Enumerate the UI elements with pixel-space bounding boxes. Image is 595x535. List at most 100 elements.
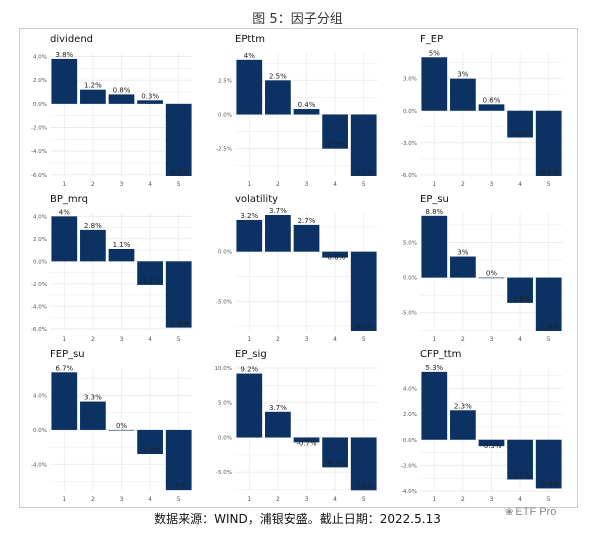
y-tick-label: 2.0%	[33, 78, 47, 84]
x-tick-label: 3	[305, 181, 309, 188]
x-tick-label: 4	[518, 496, 522, 503]
y-tick-label: 5.0%	[218, 401, 232, 407]
data-label: 0.8%	[113, 86, 131, 94]
x-tick-label: 4	[333, 181, 337, 188]
panel-title: CFP_ttm	[420, 349, 461, 360]
y-tick-label: -2.0%	[31, 282, 47, 288]
data-label: -3.8%	[539, 480, 560, 488]
bar	[51, 58, 78, 104]
data-label: -8.0%	[354, 323, 375, 331]
panel-title: volatility	[235, 194, 278, 205]
data-label: 8.8%	[425, 208, 443, 216]
x-tick-label: 2	[91, 336, 95, 343]
bar	[535, 277, 562, 331]
data-label: 3%	[457, 249, 468, 257]
data-label: 4%	[59, 208, 70, 216]
source-note: 数据来源：WIND，浦银安盛。截止日期：2022.5.13	[154, 512, 441, 526]
y-tick-label: 4.0%	[33, 394, 47, 400]
bar	[293, 224, 320, 252]
y-tick-label: -2.0%	[401, 463, 417, 469]
y-tick-label: 2.5%	[218, 78, 232, 84]
y-tick-label: -3.0%	[401, 141, 417, 147]
bar	[80, 89, 106, 104]
y-tick-label: 4.0%	[33, 214, 47, 220]
x-tick-label: 1	[62, 496, 66, 503]
wechat-icon: ❀	[505, 507, 514, 518]
bar	[165, 429, 192, 491]
x-tick-label: 2	[276, 496, 280, 503]
x-tick-label: 3	[490, 181, 494, 188]
data-label: 3.2%	[240, 212, 258, 220]
x-tick-label: 2	[276, 336, 280, 343]
y-tick-label: -6.0%	[31, 327, 47, 333]
panel-title: FEP_su	[50, 349, 85, 360]
bar	[322, 437, 348, 468]
x-tick-label: 5	[362, 496, 366, 503]
bar	[421, 57, 448, 111]
data-label: 3%	[457, 71, 468, 79]
data-label: -2.5%	[325, 141, 346, 149]
data-label: 2.8%	[84, 222, 102, 230]
y-tick-label: 4.0%	[403, 387, 417, 393]
panel-epttm: 2.5% 0.0% -2.5% 4% 1 2.5% 2 0.4% 3 -2.5% 4 -4.5% 5 EP…	[216, 34, 378, 188]
x-tick-label: 5	[177, 181, 181, 188]
x-tick-label: 2	[276, 181, 280, 188]
data-label: -4.3%	[325, 459, 346, 467]
data-label: 0.3%	[141, 92, 159, 100]
panel-cfp-ttm: 4.0% 2.0% 0.0% -2.0% -4.0% 5.3% 1 2.3% 2 -0.5% 3 -3…	[401, 349, 563, 503]
x-tick-label: 5	[362, 336, 366, 343]
y-tick-label: -5.0%	[401, 311, 417, 317]
bar	[51, 372, 78, 430]
x-tick-label: 5	[547, 336, 551, 343]
data-label: -6.1%	[169, 168, 190, 176]
panel-volatility: 0.0% -5.0% 3.2% 1 3.7% 2 2.7% 3 -0.6% 4 -8.0% 5 vola…	[216, 194, 378, 343]
data-label: 6.7%	[55, 364, 73, 372]
x-tick-label: 5	[362, 181, 366, 188]
bar	[450, 410, 476, 440]
bar	[507, 110, 533, 138]
bar	[293, 437, 320, 443]
bar	[421, 371, 448, 440]
bar	[265, 411, 291, 438]
bar	[165, 261, 192, 328]
y-tick-label: -4.0%	[401, 489, 417, 495]
y-tick-label: -5.0%	[216, 299, 232, 305]
x-tick-label: 4	[333, 496, 337, 503]
x-tick-label: 4	[148, 496, 152, 503]
y-tick-label: 10.0%	[215, 366, 232, 372]
y-tick-label: 0.0%	[403, 438, 417, 444]
data-label: 0%	[486, 270, 497, 278]
panel-title: BP_mrq	[50, 194, 88, 205]
panel-ep-su: 5.0% 0.0% -5.0% 8.8% 1 3% 2 0% 3 -3.6% 4 -7.6% 5 EP_s…	[401, 194, 563, 343]
bar	[350, 251, 377, 331]
bar	[478, 104, 505, 111]
data-label: -7.6%	[354, 482, 375, 490]
x-tick-label: 3	[120, 181, 124, 188]
data-label: -5.9%	[169, 320, 190, 328]
y-tick-label: 2.0%	[33, 237, 47, 243]
x-tick-label: 5	[547, 496, 551, 503]
bar	[507, 439, 533, 480]
x-tick-label: 4	[333, 336, 337, 343]
bar	[350, 437, 377, 491]
y-tick-label: 0.0%	[33, 428, 47, 434]
bar	[507, 277, 533, 303]
panel-title: EPttm	[235, 34, 265, 45]
panel-f-ep: 3.0% 0.0% -3.0% -6.0% 5% 1 3% 2 0.6% 3 -2.5% 4 -6.1%…	[401, 34, 563, 188]
bar	[535, 110, 562, 176]
bar	[137, 261, 163, 285]
bar	[51, 216, 78, 262]
y-tick-label: 5.0%	[403, 241, 417, 247]
data-label: -3.6%	[510, 295, 531, 303]
panel-bp-mrq: 4.0% 2.0% 0.0% -2.0% -4.0% -6.0% 4% 1 2.8% 2 1.1% 3…	[31, 194, 193, 343]
data-label: 2.7%	[298, 217, 316, 225]
y-tick-label: -4.0%	[31, 304, 47, 310]
data-label: 3.7%	[269, 207, 287, 215]
y-tick-label: -2.0%	[31, 126, 47, 132]
x-tick-label: 4	[148, 336, 152, 343]
bar	[80, 229, 106, 262]
x-tick-label: 3	[305, 336, 309, 343]
y-tick-label: 0.0%	[403, 109, 417, 115]
bar	[108, 94, 135, 104]
data-label: -7%	[172, 482, 186, 490]
